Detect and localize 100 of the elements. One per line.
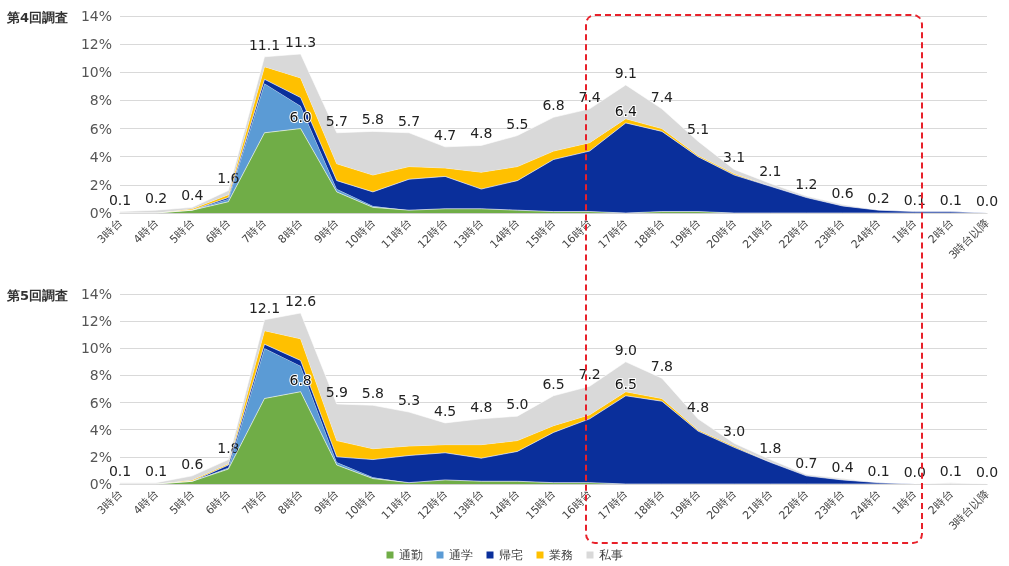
x-tick-label: 24時台 [848, 216, 884, 252]
x-tick-label: 11時台 [378, 487, 414, 523]
total-label: 5.7 [325, 112, 348, 129]
y-tick-label: 2% [89, 176, 112, 193]
total-label: 4.8 [470, 398, 493, 415]
total-label: 0.1 [108, 462, 132, 479]
total-label: 0.6 [181, 455, 204, 472]
total-label: 5.0 [506, 396, 529, 413]
legend-label: 業務 [548, 548, 573, 562]
legend-label: 帰宅 [498, 548, 523, 562]
total-label: 7.8 [650, 358, 674, 375]
x-tick-label: 7時台 [239, 487, 270, 518]
x-tick-label: 18時台 [631, 216, 667, 252]
total-label: 5.8 [361, 111, 385, 128]
total-label: 11.1 [248, 36, 281, 53]
total-label: 0.6 [831, 184, 854, 201]
total-label: 6.5 [542, 375, 565, 392]
x-tick-label: 19時台 [667, 216, 703, 252]
total-label: 0.1 [939, 191, 963, 208]
chart-title: 第4回調査 [6, 10, 69, 25]
x-tick-label: 2時台 [925, 487, 956, 518]
y-tick-label: 0% [89, 476, 112, 492]
x-tick-label: 14時台 [487, 216, 522, 252]
total-label: 7.4 [650, 88, 674, 105]
x-tick-label: 12時台 [415, 216, 450, 252]
x-tick-label: 23時台 [812, 216, 848, 252]
x-tick-label: 15時台 [523, 216, 559, 252]
x-tick-label: 5時台 [167, 487, 197, 518]
total-label: 0.1 [867, 462, 890, 479]
x-tick-label: 23時台 [812, 487, 848, 523]
total-label: 11.3 [285, 33, 317, 50]
y-tick-label: 0% [89, 205, 112, 221]
x-tick-label: 1時台 [889, 487, 920, 518]
x-tick-label: 9時台 [311, 216, 342, 247]
total-label: 5.5 [506, 115, 529, 132]
total-label: 0.2 [144, 190, 168, 207]
x-tick-label: 10時台 [342, 487, 378, 523]
x-tick-label: 9時台 [311, 487, 342, 518]
total-label: 4.8 [686, 398, 710, 415]
legend-label: 私事 [598, 548, 623, 562]
total-label: 5.9 [325, 383, 348, 400]
x-tick-label: 6時台 [203, 216, 233, 247]
total-label: 9.0 [614, 341, 637, 358]
total-label: 0.0 [975, 193, 999, 209]
total-label: 5.3 [397, 392, 421, 409]
total-label: 12.1 [248, 299, 281, 316]
x-tick-label: 14時台 [487, 487, 522, 523]
x-tick-label: 18時台 [631, 487, 667, 523]
y-tick-label: 2% [89, 448, 112, 465]
total-label: 9.1 [614, 64, 637, 81]
total-label: 5.1 [686, 121, 710, 138]
y-tick-label: 4% [89, 148, 112, 165]
x-tick-label: 4時台 [131, 216, 161, 247]
total-label: 0.1 [939, 462, 963, 479]
x-tick-label: 24時台 [848, 487, 884, 523]
total-label: 5.7 [397, 112, 421, 129]
x-tick-label: 13時台 [451, 216, 486, 252]
x-tick-label: 13時台 [451, 487, 486, 523]
x-tick-label: 6時台 [203, 487, 233, 518]
y-tick-label: 12% [80, 36, 112, 53]
total-label: 7.2 [578, 366, 601, 383]
x-tick-label: 11時台 [378, 216, 414, 252]
y-tick-label: 14% [80, 286, 112, 302]
y-tick-label: 12% [80, 313, 112, 330]
x-tick-label: 8時台 [275, 216, 306, 247]
y-tick-label: 8% [89, 367, 112, 384]
chart-title: 第5回調査 [6, 288, 69, 303]
x-tick-label: 17時台 [595, 216, 631, 252]
total-label: 12.6 [285, 293, 317, 309]
total-label: 6.8 [542, 97, 565, 114]
total-label: 0.4 [181, 187, 204, 204]
total-label: 0.1 [144, 462, 168, 479]
total-label: 3.0 [722, 423, 746, 440]
total-label: 7.4 [578, 88, 601, 105]
total-label: 3.1 [722, 149, 746, 166]
total-label: 0.7 [795, 454, 818, 471]
x-tick-label: 20時台 [704, 216, 739, 252]
total-label: 2.1 [759, 163, 782, 180]
x-tick-label: 1時台 [889, 216, 920, 247]
total-label: 0.4 [831, 458, 854, 475]
total-label: 1.8 [759, 439, 782, 456]
x-tick-label: 5時台 [167, 216, 197, 247]
y-tick-label: 8% [89, 92, 112, 109]
legend-label: 通学 [448, 548, 473, 562]
data-label: 6.5 [614, 375, 637, 392]
total-label: 0.1 [108, 191, 132, 208]
total-label: 5.8 [361, 385, 385, 402]
total-label: 4.5 [433, 402, 457, 419]
x-tick-label: 15時台 [523, 487, 559, 523]
x-tick-label: 4時台 [131, 487, 161, 518]
x-tick-label: 8時台 [275, 487, 306, 518]
y-tick-label: 6% [89, 394, 112, 411]
total-label: 4.7 [433, 126, 457, 143]
x-tick-label: 20時台 [704, 487, 739, 523]
x-tick-label: 21時台 [740, 216, 775, 252]
x-tick-label: 22時台 [776, 216, 811, 252]
x-tick-label: 21時台 [740, 487, 775, 523]
total-label: 0.2 [867, 190, 890, 207]
x-tick-label: 19時台 [667, 487, 703, 523]
y-tick-label: 10% [80, 64, 112, 81]
